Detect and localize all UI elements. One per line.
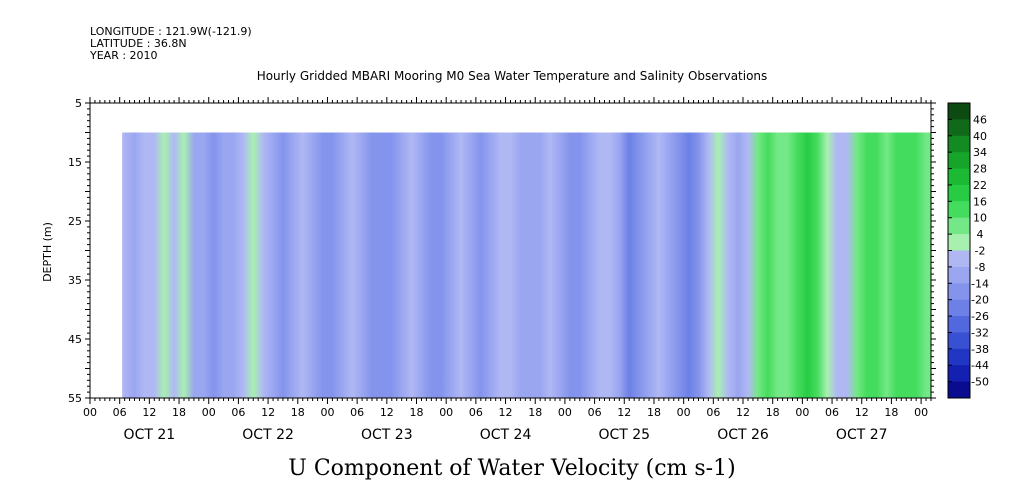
colorbar-label: -2: [975, 245, 986, 258]
colorbar-label: -8: [975, 261, 986, 274]
colorbar-swatch: [948, 266, 970, 284]
x-hour-label: 18: [528, 406, 542, 419]
x-axis: 00 06 12 18 00 06 12 18 00 06 12 18 00 06 12 18 00 06 12 18…: [83, 97, 932, 443]
x-hour-label: 18: [172, 406, 186, 419]
x-hour-label: 06: [113, 406, 127, 419]
x-hour-label: 18: [766, 406, 780, 419]
colorbar-swatch: [948, 316, 970, 333]
x-hour-label: 12: [499, 406, 513, 419]
x-hour-label: 00: [83, 406, 97, 419]
x-hour-label: 12: [142, 406, 156, 419]
y-tick-label: 5: [75, 97, 82, 110]
colorbar: 46 40 34 28 22 16 10 4 -2 -8 -14 -20 -26 -32 -38 -44 -50: [947, 102, 989, 399]
x-hour-label: 18: [410, 406, 424, 419]
colorbar-swatch: [948, 381, 970, 399]
y-tick-label: 55: [68, 392, 82, 405]
colorbar-swatch: [948, 365, 970, 383]
x-hour-label: 00: [914, 406, 928, 419]
colorbar-label: -20: [971, 294, 989, 307]
x-hour-label: 06: [588, 406, 602, 419]
y-tick-label: 35: [68, 274, 82, 287]
x-hour-label: 06: [706, 406, 720, 419]
x-day-label: OCT 26: [717, 427, 769, 443]
x-hour-label: 12: [617, 406, 631, 419]
colorbar-label: 34: [973, 146, 987, 159]
colorbar-swatch: [948, 299, 970, 317]
colorbar-swatch: [948, 168, 970, 186]
x-hour-label: 00: [439, 406, 453, 419]
x-day-label: OCT 23: [361, 427, 413, 443]
x-hour-label: 06: [469, 406, 483, 419]
colorbar-label: 46: [973, 113, 987, 126]
chart-title: Hourly Gridded MBARI Mooring M0 Sea Wate…: [257, 69, 768, 83]
x-hour-label: 06: [825, 406, 839, 419]
colorbar-swatch: [948, 332, 970, 350]
y-tick-label: 25: [68, 215, 82, 228]
longitude-label: LONGITUDE : 121.9W(-121.9): [90, 25, 252, 38]
colorbar-label: 16: [973, 195, 987, 208]
y-tick-label: 15: [68, 156, 82, 169]
colorbar-label: 22: [973, 179, 987, 192]
plot-area: [89, 102, 932, 399]
colorbar-swatch: [948, 152, 970, 170]
colorbar-swatch: [948, 348, 970, 366]
x-hour-label: 18: [291, 406, 305, 419]
year-label: YEAR : 2010: [89, 49, 158, 62]
variable-label: U Component of Water Velocity (cm s-1): [288, 456, 735, 481]
colorbar-label: -50: [971, 376, 989, 389]
latitude-label: LATITUDE : 36.8N: [90, 37, 187, 50]
x-hour-label: 12: [380, 406, 394, 419]
colorbar-label: -14: [971, 277, 989, 290]
x-hour-label: 12: [855, 406, 869, 419]
colorbar-label: -38: [971, 343, 989, 356]
x-hour-label: 18: [884, 406, 898, 419]
colorbar-label: -26: [971, 310, 989, 323]
colorbar-swatch: [948, 234, 970, 251]
colorbar-label: -32: [971, 326, 989, 339]
x-day-label: OCT 24: [480, 427, 532, 443]
x-hour-label: 00: [558, 406, 572, 419]
colorbar-swatch: [948, 250, 970, 268]
x-hour-label: 00: [202, 406, 216, 419]
colorbar-swatch: [948, 135, 970, 153]
y-axis-label: DEPTH (m): [41, 222, 54, 282]
x-day-label: OCT 21: [124, 427, 176, 443]
colorbar-label: 10: [973, 212, 987, 225]
colorbar-label: 40: [973, 130, 987, 143]
x-day-label: OCT 25: [598, 427, 650, 443]
colorbar-swatch: [948, 103, 970, 120]
colorbar-swatch: [948, 283, 970, 301]
y-axis: 5 15 25 35 45 55: [68, 97, 936, 405]
x-hour-label: 12: [736, 406, 750, 419]
data-field: [122, 132, 931, 398]
x-hour-label: 00: [320, 406, 334, 419]
colorbar-swatch: [948, 217, 970, 235]
colorbar-label: 4: [977, 228, 984, 241]
colorbar-swatch: [948, 201, 970, 219]
colorbar-label: 28: [973, 163, 987, 176]
x-day-label: OCT 27: [836, 427, 888, 443]
x-hour-label: 00: [795, 406, 809, 419]
x-hour-label: 06: [231, 406, 245, 419]
x-day-label: OCT 22: [242, 427, 294, 443]
y-tick-label: 45: [68, 333, 82, 346]
colorbar-swatch: [948, 119, 970, 137]
x-hour-label: 06: [350, 406, 364, 419]
colorbar-swatch: [948, 184, 970, 202]
x-hour-label: 00: [677, 406, 691, 419]
x-hour-label: 12: [261, 406, 275, 419]
x-hour-label: 18: [647, 406, 661, 419]
colorbar-label: -44: [971, 359, 989, 372]
